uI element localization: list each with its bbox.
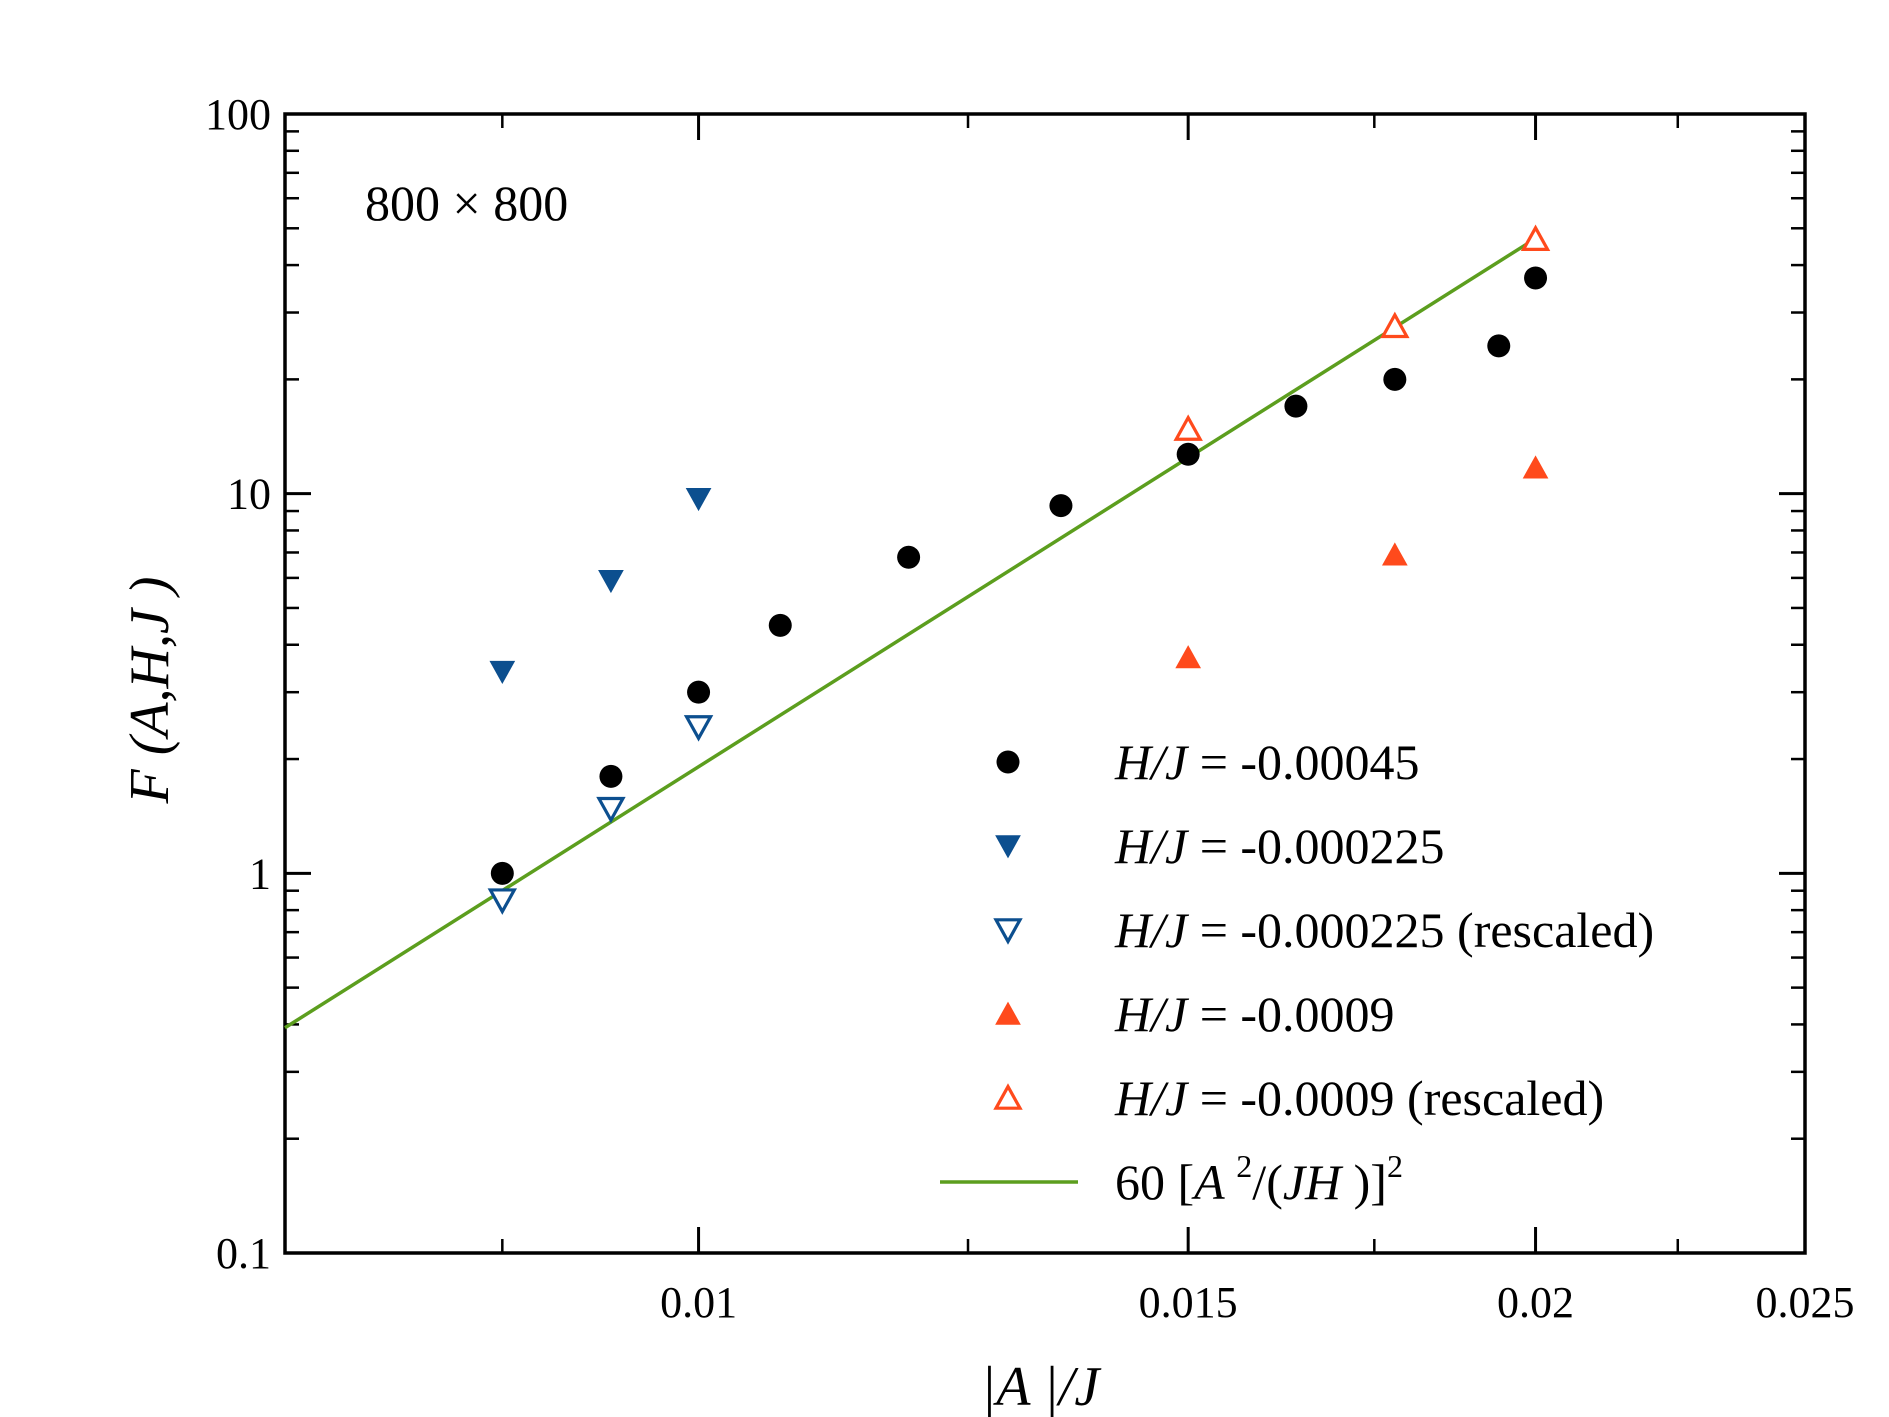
legend-label-rest: = -0.0009 (rescaled) — [1187, 1070, 1604, 1126]
series-0-point — [1176, 442, 1200, 466]
y-tick-label: 100 — [205, 90, 271, 139]
series-2-point — [596, 796, 626, 824]
legend-fit-JH: JH — [1283, 1154, 1354, 1210]
legend-label-italic: H/J — [1114, 986, 1190, 1042]
series-0-point — [687, 680, 711, 704]
series-0-point — [1284, 394, 1308, 418]
legend-fit-close: )] — [1354, 1154, 1387, 1210]
legend-label-italic: H/J — [1114, 1070, 1190, 1126]
x-tick-label: 0.015 — [1139, 1278, 1238, 1327]
legend-label-rest: = -0.0009 — [1187, 986, 1394, 1042]
legend-marker-1 — [995, 835, 1021, 859]
legend-label-rest: = -0.00045 — [1187, 734, 1419, 790]
series-1-point — [489, 660, 516, 684]
series-2-point — [683, 715, 714, 742]
legend-fit-A: A — [1191, 1154, 1236, 1210]
y-tick-label: 0.1 — [216, 1229, 271, 1278]
series-2-point — [487, 888, 518, 915]
x-tick-label: 0.025 — [1756, 1278, 1855, 1327]
y-tick-label: 10 — [227, 470, 271, 519]
series-0-point — [1487, 334, 1511, 358]
series-4-point — [1380, 311, 1410, 339]
legend-label-italic: H/J — [1114, 902, 1190, 958]
series-3-point — [1175, 645, 1202, 669]
series-0-point — [897, 545, 921, 569]
series-0-point — [1049, 494, 1073, 518]
series-0-point — [599, 764, 623, 788]
y-tick-label: 1 — [249, 849, 271, 898]
x-tick-label: 0.01 — [660, 1278, 737, 1327]
series-4-point — [1520, 224, 1551, 251]
legend-label-italic: H/J — [1114, 734, 1190, 790]
series-0-point — [1383, 367, 1407, 391]
series-0-point — [1524, 266, 1548, 290]
series-1-point — [598, 569, 624, 594]
axes: 0.1 1 10 100 0.01 0.015 0.02 0.025 — [205, 90, 1855, 1327]
legend-fit-mid: /( — [1252, 1154, 1283, 1210]
x-tick-label: 0.02 — [1497, 1278, 1574, 1327]
annotation-system-size: 800 × 800 — [365, 175, 568, 231]
legend-fit-prefix: 60 [ — [1115, 1154, 1194, 1210]
series-4-point — [1173, 414, 1203, 441]
legend-label-italic: H/J — [1114, 818, 1190, 874]
series-3-point — [1522, 455, 1549, 479]
data-points — [487, 224, 1551, 915]
legend-label-1: H/J = -0.000225 — [1114, 818, 1445, 874]
series-0-point — [490, 861, 514, 885]
legend-marker-3 — [995, 1001, 1021, 1025]
y-axis-label: F (A,H,J ) — [119, 576, 181, 804]
legend-label-0: H/J = -0.00045 — [1114, 734, 1420, 790]
series-0-point — [768, 613, 792, 637]
legend-fit-sup1: 2 — [1236, 1148, 1252, 1184]
legend-marker-0 — [996, 750, 1020, 774]
legend-label-rest: = -0.000225 — [1187, 818, 1444, 874]
x-axis-label: |A |/J — [981, 1356, 1103, 1417]
legend-fit-sup2: 2 — [1387, 1148, 1403, 1184]
legend-label-2: H/J = -0.000225 (rescaled) — [1114, 902, 1654, 958]
legend-marker-2 — [993, 918, 1023, 945]
legend-fit-label: 60 [A 2/(JH )]2 — [1115, 1148, 1403, 1210]
legend-label-3: H/J = -0.0009 — [1114, 986, 1395, 1042]
plot-frame — [283, 112, 1807, 1255]
legend-label-4: H/J = -0.0009 (rescaled) — [1114, 1070, 1604, 1126]
legend-marker-4 — [993, 1083, 1023, 1110]
series-3-point — [1381, 542, 1408, 566]
legend-label-rest: = -0.000225 (rescaled) — [1187, 902, 1654, 958]
series-1-point — [685, 487, 712, 512]
